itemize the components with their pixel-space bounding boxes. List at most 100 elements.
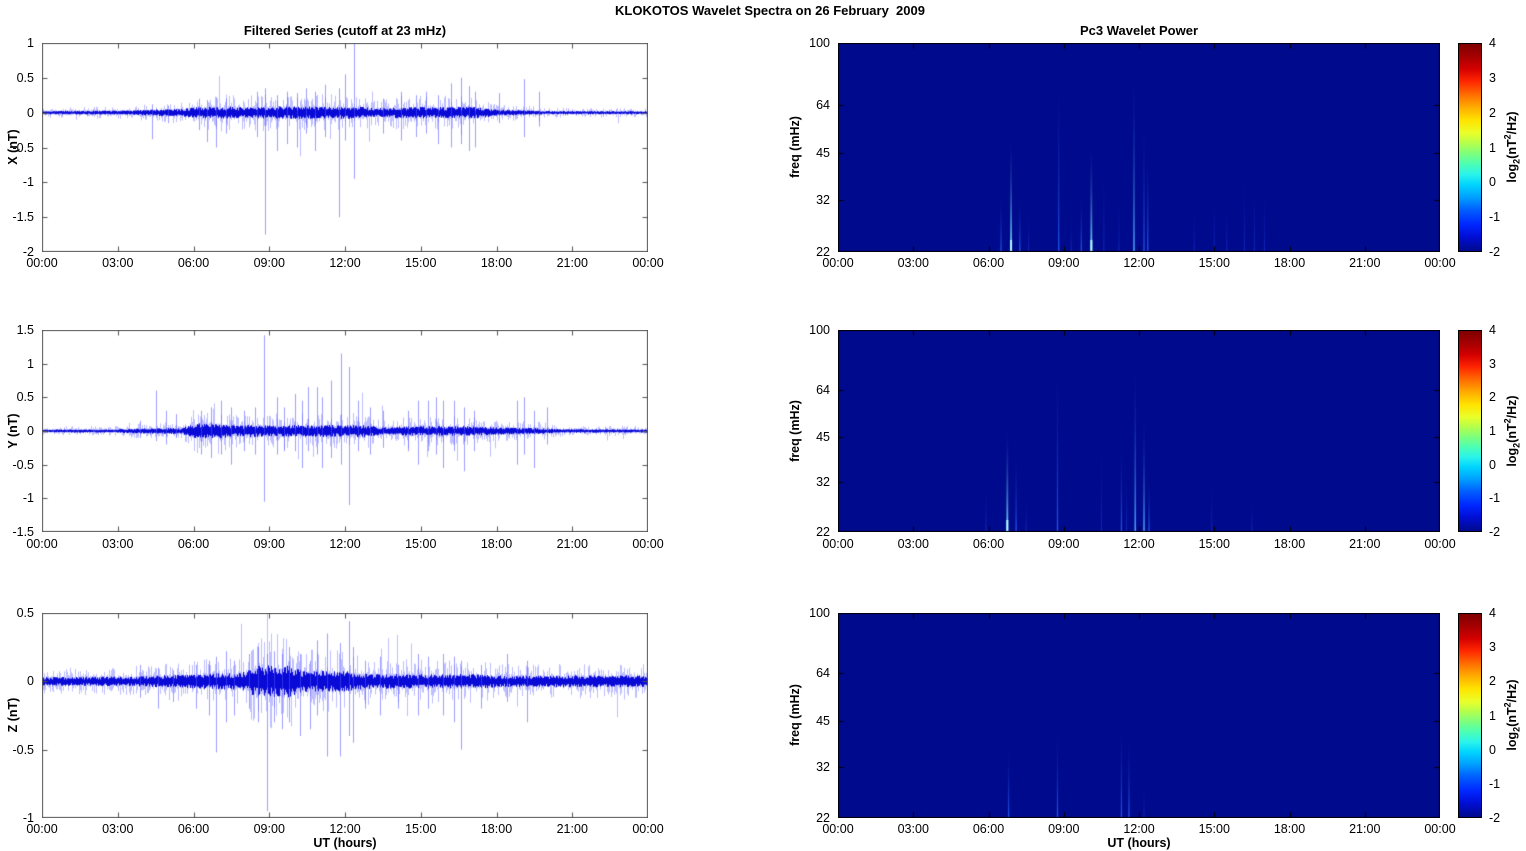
tick-label: 2	[1489, 674, 1496, 689]
tick-label: 1	[1489, 708, 1496, 723]
tick-label: -1	[1489, 491, 1501, 506]
tick-label: 3	[1489, 356, 1496, 371]
tick-label: -1	[1489, 210, 1501, 225]
y-filtered-series-plot	[42, 330, 648, 532]
colorbar-x	[1458, 43, 1482, 252]
tick-label: 0	[1489, 457, 1496, 472]
y-tick-labels-sp-x: 100 64 45 32 22	[800, 36, 834, 259]
tick-label: -2	[22, 245, 34, 259]
tick-label: 03:00	[897, 537, 929, 551]
tick-label: -1	[22, 811, 34, 825]
tick-label: -1.5	[12, 210, 34, 225]
tick-label: 15:00	[405, 537, 437, 551]
tick-label: 21:00	[1349, 256, 1381, 270]
tick-label: 21:00	[556, 256, 588, 270]
y-tick-labels-ts-x: 1 0.5 0 -0.5 -1 -1.5 -2	[0, 36, 38, 259]
colorbar-gradient-x	[1459, 44, 1481, 251]
tick-label: -0.5	[12, 140, 34, 155]
tick-label: -2	[1489, 811, 1501, 825]
tick-label: 06:00	[177, 537, 210, 551]
y-tick-labels-ts-z: 0.5 0 -0.5 -1	[0, 606, 38, 825]
tick-label: 21:00	[1349, 822, 1381, 836]
x-filtered-series-plot	[42, 43, 648, 252]
tick-label: 32	[816, 475, 830, 489]
tick-label: 00:00	[822, 822, 854, 836]
tick-label: 22	[816, 811, 830, 825]
x-tick-labels-ts-z: 00:00 03:00 06:00 09:00 12:00 15:00 18:00 21:00…	[26, 822, 663, 836]
tick-label: -1	[22, 491, 34, 506]
colorbar-tick-labels-x: 4 3 2 1 0 -1 -2	[1486, 36, 1516, 259]
tick-label: 00:00	[26, 256, 58, 270]
ut-hours-label-right: UT (hours)	[1107, 836, 1171, 850]
colorbar-tick-labels-y: 4 3 2 1 0 -1 -2	[1486, 323, 1516, 539]
tick-label: 21:00	[556, 537, 588, 551]
x-tick-labels-sp-y: 00:00 03:00 06:00 09:00 12:00 15:00 18:00 21:00…	[822, 537, 1455, 551]
tick-label: 1	[1489, 140, 1496, 155]
tick-label: 21:00	[556, 822, 588, 836]
tick-label: 1	[27, 36, 34, 50]
tick-label: 45	[816, 714, 830, 729]
tick-label: 18:00	[480, 256, 513, 270]
tick-label: 22	[816, 525, 830, 539]
tick-label: 00:00	[26, 822, 58, 836]
tick-label: 00:00	[26, 537, 58, 551]
tick-label: 15:00	[405, 256, 437, 270]
z-wavelet-power-spectrogram	[838, 613, 1440, 818]
tick-label: 06:00	[177, 256, 210, 270]
tick-label: 0.5	[16, 606, 34, 620]
tick-label: 15:00	[405, 822, 437, 836]
tick-label: 03:00	[897, 256, 929, 270]
tick-label: 00:00	[632, 822, 664, 836]
tick-label: 100	[809, 606, 830, 620]
tick-label: 18:00	[1273, 256, 1306, 270]
tick-label: 12:00	[1123, 822, 1155, 836]
tick-label: 15:00	[1198, 822, 1230, 836]
y-tick-labels-sp-z: 100 64 45 32 22	[800, 606, 834, 825]
tick-label: 3	[1489, 70, 1496, 85]
tick-label: 1.5	[16, 323, 34, 337]
tick-label: 06:00	[972, 822, 1005, 836]
tick-label: 00:00	[1424, 537, 1456, 551]
tick-label: 00:00	[632, 537, 664, 551]
main-title: KLOKOTOS Wavelet Spectra on 26 February …	[615, 3, 925, 18]
tick-label: 0	[1489, 175, 1496, 190]
tick-label: 12:00	[329, 537, 361, 551]
tick-label: 03:00	[102, 537, 134, 551]
tick-label: -0.5	[12, 457, 34, 472]
tick-label: 09:00	[1048, 537, 1080, 551]
tick-label: 15:00	[1198, 537, 1230, 551]
tick-label: 06:00	[177, 822, 210, 836]
tick-label: 4	[1489, 323, 1496, 337]
tick-label: 12:00	[329, 822, 361, 836]
tick-label: 00:00	[822, 256, 854, 270]
tick-label: 64	[816, 97, 830, 112]
colorbar-unit-label-x: log2(nT2/Hz)	[1502, 111, 1522, 183]
tick-label: 2	[1489, 105, 1496, 120]
tick-label: 12:00	[1123, 537, 1155, 551]
tick-label: -2	[1489, 525, 1501, 539]
pc3-wavelet-power-title: Pc3 Wavelet Power	[1079, 23, 1199, 38]
tick-label: 32	[816, 760, 830, 775]
tick-label: 0	[27, 424, 34, 438]
tick-label: 100	[809, 323, 830, 337]
tick-label: -0.5	[12, 742, 34, 757]
colorbar-gradient-z	[1459, 614, 1481, 817]
tick-label: 1	[27, 356, 34, 371]
tick-label: 0.5	[16, 70, 34, 85]
tick-label: 0	[1489, 742, 1496, 757]
colorbar-tick-labels-z: 4 3 2 1 0 -1 -2	[1486, 606, 1516, 825]
x-tick-labels-sp-z: 00:00 03:00 06:00 09:00 12:00 15:00 18:00 21:00…	[822, 822, 1455, 836]
colorbar-gradient-y	[1459, 331, 1481, 531]
tick-label: 00:00	[632, 256, 664, 270]
tick-label: -1	[22, 175, 34, 190]
tick-label: 0	[27, 105, 34, 120]
tick-label: 09:00	[253, 256, 285, 270]
tick-label: 00:00	[1424, 822, 1456, 836]
tick-label: -1	[1489, 776, 1501, 791]
tick-label: 09:00	[253, 537, 285, 551]
y-tick-labels-ts-y: 1.5 1 0.5 0 -0.5 -1 -1.5	[0, 323, 38, 539]
tick-label: 12:00	[1123, 256, 1155, 270]
tick-label: 18:00	[1273, 537, 1306, 551]
ut-hours-label-left: UT (hours)	[313, 836, 377, 850]
tick-label: 06:00	[972, 256, 1005, 270]
